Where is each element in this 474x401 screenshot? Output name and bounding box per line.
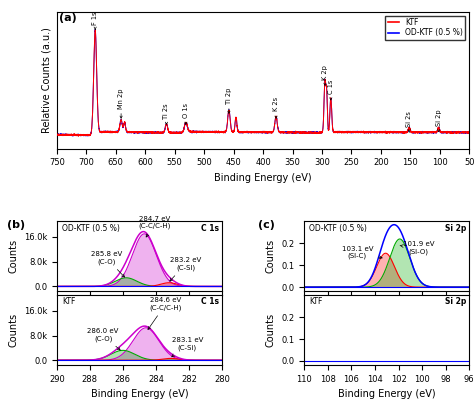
- Text: (c): (c): [258, 220, 275, 230]
- Text: (a): (a): [59, 13, 77, 23]
- X-axis label: Binding Energy (eV): Binding Energy (eV): [214, 173, 312, 183]
- Text: K 2s: K 2s: [273, 97, 279, 111]
- Text: Ti 2p: Ti 2p: [226, 88, 232, 104]
- Text: 101.9 eV
(SI-O): 101.9 eV (SI-O): [400, 241, 434, 255]
- X-axis label: Binding Energy (eV): Binding Energy (eV): [91, 389, 188, 399]
- Text: C 1s: C 1s: [328, 80, 334, 94]
- Text: 283.2 eV
(C-SI): 283.2 eV (C-SI): [170, 257, 201, 281]
- Text: C 1s: C 1s: [201, 223, 219, 233]
- Text: Si 2p: Si 2p: [445, 298, 466, 306]
- Y-axis label: Counts: Counts: [266, 239, 276, 273]
- Text: C 1s: C 1s: [201, 298, 219, 306]
- Text: OD-KTF (0.5 %): OD-KTF (0.5 %): [309, 223, 367, 233]
- Text: (b): (b): [8, 220, 26, 230]
- Text: OD-KTF (0.5 %): OD-KTF (0.5 %): [62, 223, 120, 233]
- Text: 284.7 eV
(C-C/C-H): 284.7 eV (C-C/C-H): [139, 216, 171, 237]
- Text: K 2p: K 2p: [322, 65, 328, 80]
- Text: F 1s: F 1s: [92, 11, 98, 25]
- Text: KTF: KTF: [62, 298, 75, 306]
- Text: 285.8 eV
(C-O): 285.8 eV (C-O): [91, 251, 125, 277]
- Text: 283.1 eV
(C-Si): 283.1 eV (C-Si): [172, 337, 203, 357]
- Y-axis label: Counts: Counts: [8, 313, 18, 347]
- Y-axis label: Relative Counts (a.u.): Relative Counts (a.u.): [41, 27, 51, 133]
- Text: 284.6 eV
(C-C/C-H): 284.6 eV (C-C/C-H): [148, 297, 182, 330]
- Text: Ti 2s: Ti 2s: [164, 103, 170, 119]
- Text: Si 2p: Si 2p: [445, 223, 466, 233]
- Text: KTF: KTF: [309, 298, 323, 306]
- X-axis label: Binding Energy (eV): Binding Energy (eV): [338, 389, 436, 399]
- Text: 286.0 eV
(C-O): 286.0 eV (C-O): [87, 328, 120, 350]
- Text: Si 2p: Si 2p: [436, 109, 442, 126]
- Y-axis label: Counts: Counts: [8, 239, 18, 273]
- Text: Mn 2p: Mn 2p: [118, 89, 124, 109]
- Text: O 1s: O 1s: [183, 103, 189, 117]
- Legend: KTF, OD-KTF (0.5 %): KTF, OD-KTF (0.5 %): [385, 16, 465, 40]
- Text: Si 2s: Si 2s: [406, 111, 412, 127]
- Y-axis label: Counts: Counts: [266, 313, 276, 347]
- Text: 103.1 eV
(SI-C): 103.1 eV (SI-C): [342, 245, 382, 259]
